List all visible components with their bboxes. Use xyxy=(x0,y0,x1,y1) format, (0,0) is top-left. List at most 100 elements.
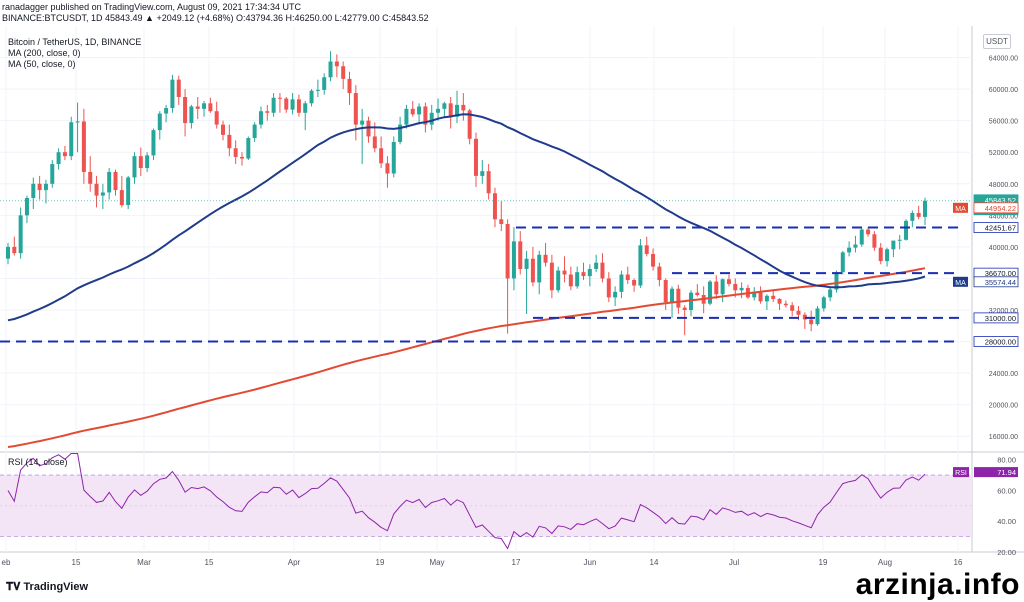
candle-body xyxy=(853,244,858,248)
candle-body xyxy=(676,288,681,308)
candle-body xyxy=(360,120,365,125)
x-tick-label: Mar xyxy=(137,558,151,567)
candle-body xyxy=(834,272,839,290)
candle-body xyxy=(176,79,181,97)
candle-body xyxy=(847,247,852,253)
candle-body xyxy=(195,106,200,109)
candle-body xyxy=(872,234,877,248)
y-tick-label: 64000.00 xyxy=(989,56,1018,63)
symbol-label[interactable]: Bitcoin / TetherUS, 1D, BINANCE xyxy=(8,37,142,47)
candle-body xyxy=(815,308,820,325)
candle-body xyxy=(132,156,137,178)
price-label-box xyxy=(973,276,1019,288)
candle-body xyxy=(303,103,308,113)
candle-body xyxy=(183,97,188,124)
candle-body xyxy=(56,152,61,165)
candle-body xyxy=(284,98,289,110)
x-tick-label: May xyxy=(429,558,444,567)
candle-body xyxy=(530,258,535,283)
candle-body xyxy=(341,66,346,79)
candle-body xyxy=(119,190,124,206)
x-tick-label: 14 xyxy=(650,558,659,567)
candle-body xyxy=(37,183,42,191)
candle-body xyxy=(840,252,845,273)
candle-body xyxy=(859,229,864,245)
candle-body xyxy=(239,156,244,159)
candle-body xyxy=(549,262,554,291)
ma200-label[interactable]: MA (200, close, 0) xyxy=(8,48,81,58)
candle-body xyxy=(600,262,605,279)
candle-body xyxy=(24,197,29,216)
candle-body xyxy=(821,297,826,309)
candle-body xyxy=(271,97,276,113)
site-watermark: arzinja.info xyxy=(855,568,1020,601)
ma50-label[interactable]: MA (50, close, 0) xyxy=(8,59,76,69)
ma-tag-box xyxy=(953,276,968,287)
rsi-value-box xyxy=(974,467,1018,478)
price-chart[interactable]: 16000.00 20000.00 24000.00 28000.00 32000.00… xyxy=(0,0,1024,576)
candle-body xyxy=(752,292,757,298)
y-tick-label: 60000.00 xyxy=(989,87,1018,94)
candle-body xyxy=(543,254,548,263)
candle-body xyxy=(505,224,510,279)
x-tick-label: 15 xyxy=(205,558,214,567)
ma-tag-box xyxy=(953,202,968,213)
candle-body xyxy=(164,108,169,114)
candle-body xyxy=(372,136,377,149)
candle-body xyxy=(657,266,662,281)
price-label-box xyxy=(973,222,1019,233)
candle-body xyxy=(252,124,257,139)
currency-badge[interactable]: USDT xyxy=(983,34,1011,49)
candle-body xyxy=(783,303,788,306)
candle-body xyxy=(18,215,23,254)
candle-body xyxy=(138,156,143,168)
candle-body xyxy=(619,274,624,292)
candle-body xyxy=(802,314,807,320)
candle-body xyxy=(885,249,890,262)
candle-body xyxy=(391,141,396,174)
tradingview-logo[interactable]: 𝐓𝐕 TradingView xyxy=(6,581,89,593)
x-tick-label: eb xyxy=(2,558,11,567)
candle-body xyxy=(113,171,118,191)
candle-body xyxy=(467,110,472,139)
candle-body xyxy=(670,288,675,303)
candle-body xyxy=(461,104,466,111)
candle-body xyxy=(758,292,763,302)
candle-body xyxy=(62,152,67,157)
candle-body xyxy=(296,99,301,113)
candles xyxy=(6,51,927,336)
rsi-tick-label: 20.00 xyxy=(997,548,1016,557)
candle-body xyxy=(246,138,251,159)
price-label-level: 36670.00 xyxy=(985,269,1016,278)
candle-body xyxy=(594,262,599,269)
candle-body xyxy=(682,307,687,310)
y-tick-label: 20000.00 xyxy=(989,403,1018,410)
candle-body xyxy=(916,212,921,217)
candle-body xyxy=(157,113,162,131)
candle-body xyxy=(6,246,10,259)
rsi-tag: RSI xyxy=(955,470,967,477)
candle-body xyxy=(353,93,358,125)
candle-body xyxy=(923,200,927,217)
y-tick-label: 52000.00 xyxy=(989,150,1018,157)
x-tick-label: 16 xyxy=(954,558,963,567)
candle-body xyxy=(764,295,769,302)
candle-body xyxy=(473,138,478,176)
indicator-legend: Bitcoin / TetherUS, 1D, BINANCE MA (200,… xyxy=(8,37,141,70)
candle-body xyxy=(398,124,403,142)
symbol-ohlc: BINANCE:BTCUSDT, 1D 45843.49 ▲ +2049.12 … xyxy=(2,13,429,23)
candle-body xyxy=(714,281,719,295)
rsi-legend-label[interactable]: RSI (14, close) xyxy=(8,457,68,467)
price-label-level: 31000.00 xyxy=(985,314,1016,323)
candle-body xyxy=(809,319,814,325)
chart-header: ranadagger published on TradingView.com,… xyxy=(0,0,1024,26)
y-tick-label: 48000.00 xyxy=(989,182,1018,189)
x-tick-label: Jul xyxy=(729,558,739,567)
candle-body xyxy=(568,274,573,287)
candle-body xyxy=(309,90,314,104)
candle-body xyxy=(202,103,207,109)
rsi-value-label: 71.94 xyxy=(997,468,1016,477)
publisher-info: ranadagger published on TradingView.com,… xyxy=(2,2,302,12)
y-tick-label: 44000.00 xyxy=(989,213,1018,220)
price-label-box xyxy=(973,202,1019,214)
